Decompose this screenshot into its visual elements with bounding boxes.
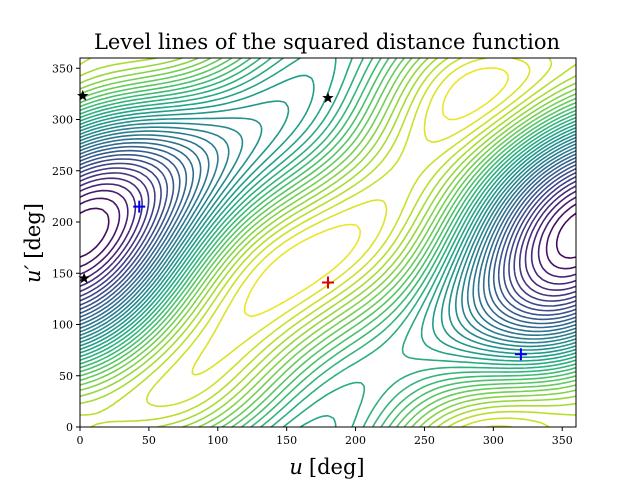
x-axis-unit: [deg] [309, 455, 365, 479]
contour-level [80, 189, 576, 278]
maximum-marker [322, 91, 334, 103]
y-tick-label: 100 [52, 319, 73, 332]
critical-point-markers [77, 89, 527, 361]
x-tick-label: 250 [414, 434, 435, 447]
contour-level [80, 197, 576, 270]
contour-level [80, 134, 576, 336]
x-tick-label: 100 [207, 434, 228, 447]
maximum-marker [78, 272, 90, 284]
contour-level [80, 58, 576, 427]
x-tick-label: 150 [276, 434, 297, 447]
contour-level [80, 183, 576, 285]
contour-level [80, 58, 576, 427]
saddle-marker [514, 348, 527, 361]
x-tick-label: 50 [142, 434, 156, 447]
saddle-marker [133, 200, 146, 213]
contour-level [80, 130, 576, 340]
contour-level [80, 58, 576, 427]
contour-level [80, 145, 576, 325]
contour-level [243, 67, 510, 318]
contour-level [80, 58, 576, 427]
y-axis-var: u′ [21, 264, 45, 283]
contour-level [80, 126, 576, 344]
chart-title: Level lines of the squared distance func… [94, 30, 560, 54]
contour-level [80, 100, 576, 355]
y-tick-label: 200 [52, 216, 73, 229]
contour-level [80, 141, 576, 329]
contour-level [80, 58, 576, 427]
x-tick-label: 300 [483, 434, 504, 447]
contour-level [80, 74, 576, 359]
y-tick-label: 150 [52, 267, 73, 280]
x-axis-var: u [289, 455, 303, 479]
contour-level [80, 154, 576, 316]
contour-level [80, 138, 576, 333]
x-axis-label: u [deg] [289, 455, 364, 479]
y-axis-label: u′ [deg] [21, 203, 45, 283]
contour-lines [80, 58, 576, 427]
maximum-marker [77, 89, 89, 101]
y-axis-ticks: 0 50 100 150 200 250 300 350 [52, 62, 80, 434]
contour-level [80, 172, 576, 297]
contour-level [145, 58, 553, 427]
y-tick-label: 350 [52, 62, 73, 75]
contour-level [80, 58, 576, 427]
x-axis-ticks: 0 50 100 150 200 250 300 350 [77, 427, 573, 447]
y-axis-unit: [deg] [21, 203, 45, 259]
x-tick-label: 200 [345, 434, 366, 447]
minimum-marker [322, 276, 334, 289]
plot-frame [79, 57, 577, 428]
x-tick-label: 0 [77, 434, 84, 447]
y-tick-label: 300 [52, 114, 73, 127]
y-tick-label: 0 [66, 421, 73, 434]
y-tick-label: 250 [52, 165, 73, 178]
contour-level [80, 149, 576, 321]
x-tick-label: 350 [552, 434, 573, 447]
contour-level [80, 177, 576, 291]
contour-level [80, 58, 576, 427]
contour-level [80, 117, 576, 351]
contour-level [80, 122, 576, 348]
y-tick-label: 50 [59, 370, 73, 383]
